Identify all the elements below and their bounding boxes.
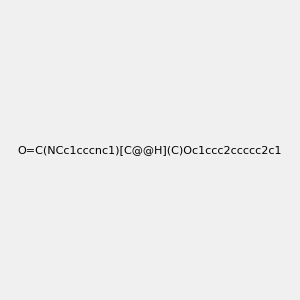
Text: O=C(NCc1cccnc1)[C@@H](C)Oc1ccc2ccccc2c1: O=C(NCc1cccnc1)[C@@H](C)Oc1ccc2ccccc2c1 (18, 145, 282, 155)
